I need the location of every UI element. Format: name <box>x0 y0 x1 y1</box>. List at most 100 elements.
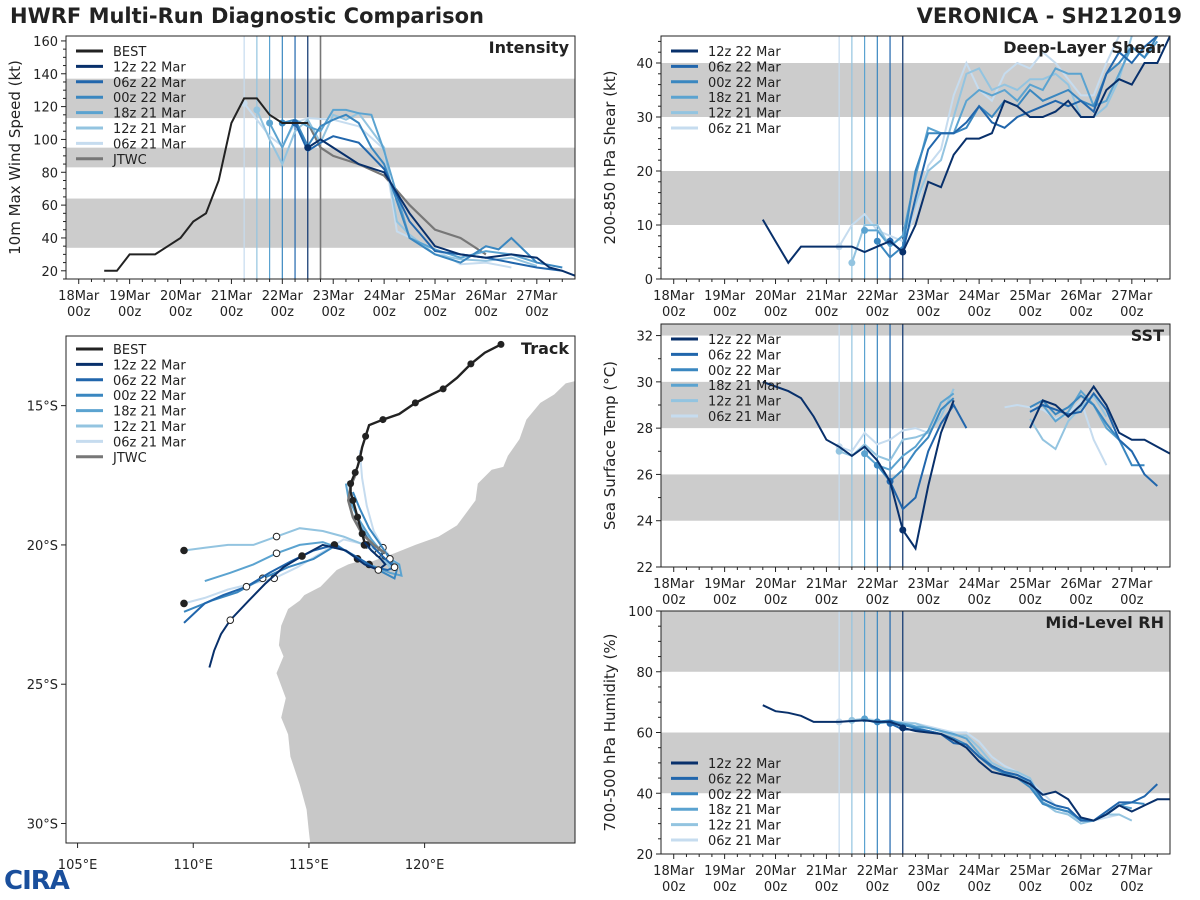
intensity-ytick-label-6: 140 <box>33 68 58 83</box>
track-xtick-label-3: 120°E <box>405 858 445 873</box>
sst-ytick-label-3: 28 <box>636 422 653 437</box>
intensity-xtick-sublabel-3: 00z <box>220 305 244 320</box>
shear-legend-label-2: 00z 22 Mar <box>708 76 781 91</box>
shear-legend-label-1: 06z 22 Mar <box>708 60 781 75</box>
intensity-title: Intensity <box>489 38 570 57</box>
track-best-marker <box>467 360 475 368</box>
track-map-area <box>180 340 575 843</box>
shear-xtick-label-4: 22Mar <box>857 289 899 304</box>
intensity-jtwc-series <box>306 122 487 256</box>
intensity-ytick-label-1: 40 <box>41 232 58 247</box>
sst-xtick-sublabel-1: 00z <box>713 593 737 608</box>
track-best-marker <box>439 385 447 393</box>
shear-legend-label-4: 12z 21 Mar <box>708 107 781 122</box>
track-run-0 <box>208 541 387 668</box>
rh-xtick-sublabel-5: 00z <box>917 880 941 895</box>
intensity-xtick-label-0: 18Mar <box>58 289 100 304</box>
track-best-marker <box>358 530 366 538</box>
intensity-xtick-label-4: 22Mar <box>262 289 304 304</box>
intensity-xtick-sublabel-4: 00z <box>271 305 295 320</box>
sst-run-4-series-b <box>1029 394 1108 451</box>
sst-xtick-label-8: 26Mar <box>1060 577 1102 592</box>
shear-xtick-label-0: 18Mar <box>653 289 695 304</box>
sst-run-0-series-b <box>1029 384 1170 455</box>
rh-legend-label-3: 18z 21 Mar <box>708 803 781 818</box>
rh-ytick-label-0: 20 <box>636 848 653 863</box>
shear-band-1 <box>661 63 1170 117</box>
track-best-marker <box>379 416 387 424</box>
rh-xtick-label-6: 24Mar <box>959 864 1001 879</box>
sst-xtick-sublabel-8: 00z <box>1069 593 1093 608</box>
shear-xtick-label-9: 27Mar <box>1111 289 1153 304</box>
rh-analysis-series <box>762 704 904 728</box>
rh-legend-label-0: 12z 22 Mar <box>708 757 781 772</box>
track-ytick-label-1: 20°S <box>27 539 58 554</box>
sst-xtick-label-7: 25Mar <box>1009 577 1051 592</box>
sst-xtick-label-3: 21Mar <box>806 577 848 592</box>
rh-xtick-sublabel-2: 00z <box>764 880 788 895</box>
rh-run-0-series <box>902 726 1170 822</box>
sst-xtick-sublabel-2: 00z <box>764 593 788 608</box>
intensity-ytick-label-5: 120 <box>33 101 58 116</box>
intensity-run-4-init-dot <box>253 106 261 114</box>
panel-track: 105°E 110°E 115°E 120°E 15°S 20°S 25°S 30°S Trac… <box>27 335 576 873</box>
sst-ytick-label-0: 22 <box>636 561 653 576</box>
rh-xtick-label-9: 27Mar <box>1111 864 1153 879</box>
sst-xtick-sublabel-0: 00z <box>662 593 686 608</box>
track-run-4-marker <box>272 532 281 541</box>
shear-ytick-label-4: 40 <box>636 57 653 72</box>
track-best-marker <box>347 480 355 488</box>
sst-xtick-label-1: 19Mar <box>704 577 746 592</box>
figure-title: HWRF Multi-Run Diagnostic Comparison <box>10 4 485 28</box>
track-legend-label-2: 06z 22 Mar <box>113 374 186 389</box>
track-legend-label-5: 12z 21 Mar <box>113 420 186 435</box>
sst-legend-label-2: 00z 22 Mar <box>708 364 781 379</box>
intensity-xtick-sublabel-5: 00z <box>322 305 346 320</box>
sst-run-1-series <box>889 403 968 511</box>
rh-xtick-label-8: 26Mar <box>1060 864 1102 879</box>
sst-title: SST <box>1131 326 1164 345</box>
track-best-marker <box>356 455 364 463</box>
track-best-marker <box>411 399 419 407</box>
track-run-1-marker <box>390 563 399 572</box>
sst-xtick-label-6: 24Mar <box>959 577 1001 592</box>
intensity-xtick-label-8: 26Mar <box>465 289 507 304</box>
sst-ylabel: Sea Surface Temp (°C) <box>601 361 619 530</box>
logo-text: CIRA <box>4 866 70 896</box>
shear-run-3-init-dot <box>861 226 869 234</box>
shear-xtick-sublabel-6: 00z <box>967 305 991 320</box>
shear-xtick-label-2: 20Mar <box>755 289 797 304</box>
rh-xtick-sublabel-6: 00z <box>967 880 991 895</box>
intensity-legend-label-2: 06z 22 Mar <box>113 76 186 91</box>
rh-xtick-label-0: 18Mar <box>653 864 695 879</box>
intensity-run-1-series <box>294 122 563 272</box>
sst-ytick-label-1: 24 <box>636 515 653 530</box>
shear-run-4-init-dot <box>848 259 856 267</box>
track-run-0-marker <box>374 566 383 574</box>
track-legend-label-6: 06z 21 Mar <box>113 435 186 450</box>
rh-xtick-sublabel-7: 00z <box>1018 880 1042 895</box>
sst-xtick-label-5: 23Mar <box>908 577 950 592</box>
shear-legend-label-5: 06z 21 Mar <box>708 122 781 137</box>
shear-ytick-label-3: 30 <box>636 111 653 126</box>
sst-legend-label-3: 18z 21 Mar <box>708 379 781 394</box>
rh-ylabel: 700-500 hPa Humidity (%) <box>601 633 619 831</box>
panel-shear: 01020304018Mar00z19Mar00z20Mar00z21Mar00… <box>601 35 1171 320</box>
intensity-xtick-label-5: 23Mar <box>313 289 355 304</box>
rh-xtick-sublabel-3: 00z <box>815 880 839 895</box>
sst-ytick-label-5: 32 <box>636 330 653 345</box>
rh-legend-label-4: 12z 21 Mar <box>708 819 781 834</box>
sst-legend-label-4: 12z 21 Mar <box>708 395 781 410</box>
sst-band-2 <box>661 324 1170 336</box>
track-xtick-label-0: 105°E <box>58 858 98 873</box>
sst-xtick-sublabel-6: 00z <box>967 593 991 608</box>
sst-xtick-sublabel-9: 00z <box>1120 593 1144 608</box>
sst-legend-label-5: 06z 21 Mar <box>708 410 781 425</box>
track-legend-label-0: BEST <box>113 343 146 358</box>
track-best-marker <box>351 469 359 476</box>
shear-xtick-sublabel-2: 00z <box>764 305 788 320</box>
rh-ytick-label-1: 40 <box>636 787 653 802</box>
